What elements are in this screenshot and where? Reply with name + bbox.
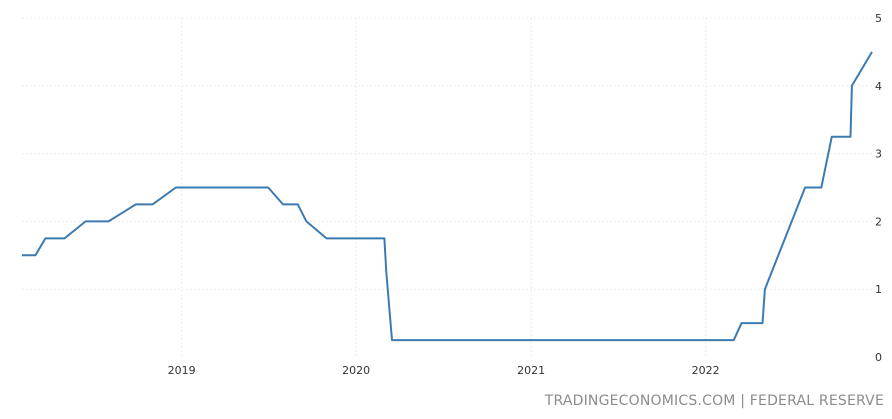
series-line [22, 51, 873, 342]
y-tick-label: 5 [875, 12, 882, 25]
x-tick-label: 2021 [517, 364, 545, 377]
y-tick-label: 4 [875, 80, 882, 93]
x-tick-label: 2020 [342, 364, 370, 377]
y-tick-label: 0 [875, 351, 882, 364]
series-group [22, 51, 873, 342]
x-axis: 2019 2020 2021 2022 [168, 364, 720, 377]
y-axis: 0 1 2 3 4 5 [875, 12, 882, 364]
y-tick-label: 1 [875, 283, 882, 296]
y-tick-label: 3 [875, 148, 882, 161]
x-tick-label: 2019 [168, 364, 196, 377]
source-credit: TRADINGECONOMICS.COM | FEDERAL RESERVE [544, 393, 884, 409]
y-tick-label: 2 [875, 215, 882, 228]
x-tick-label: 2022 [692, 364, 720, 377]
grid-lines [22, 17, 872, 357]
